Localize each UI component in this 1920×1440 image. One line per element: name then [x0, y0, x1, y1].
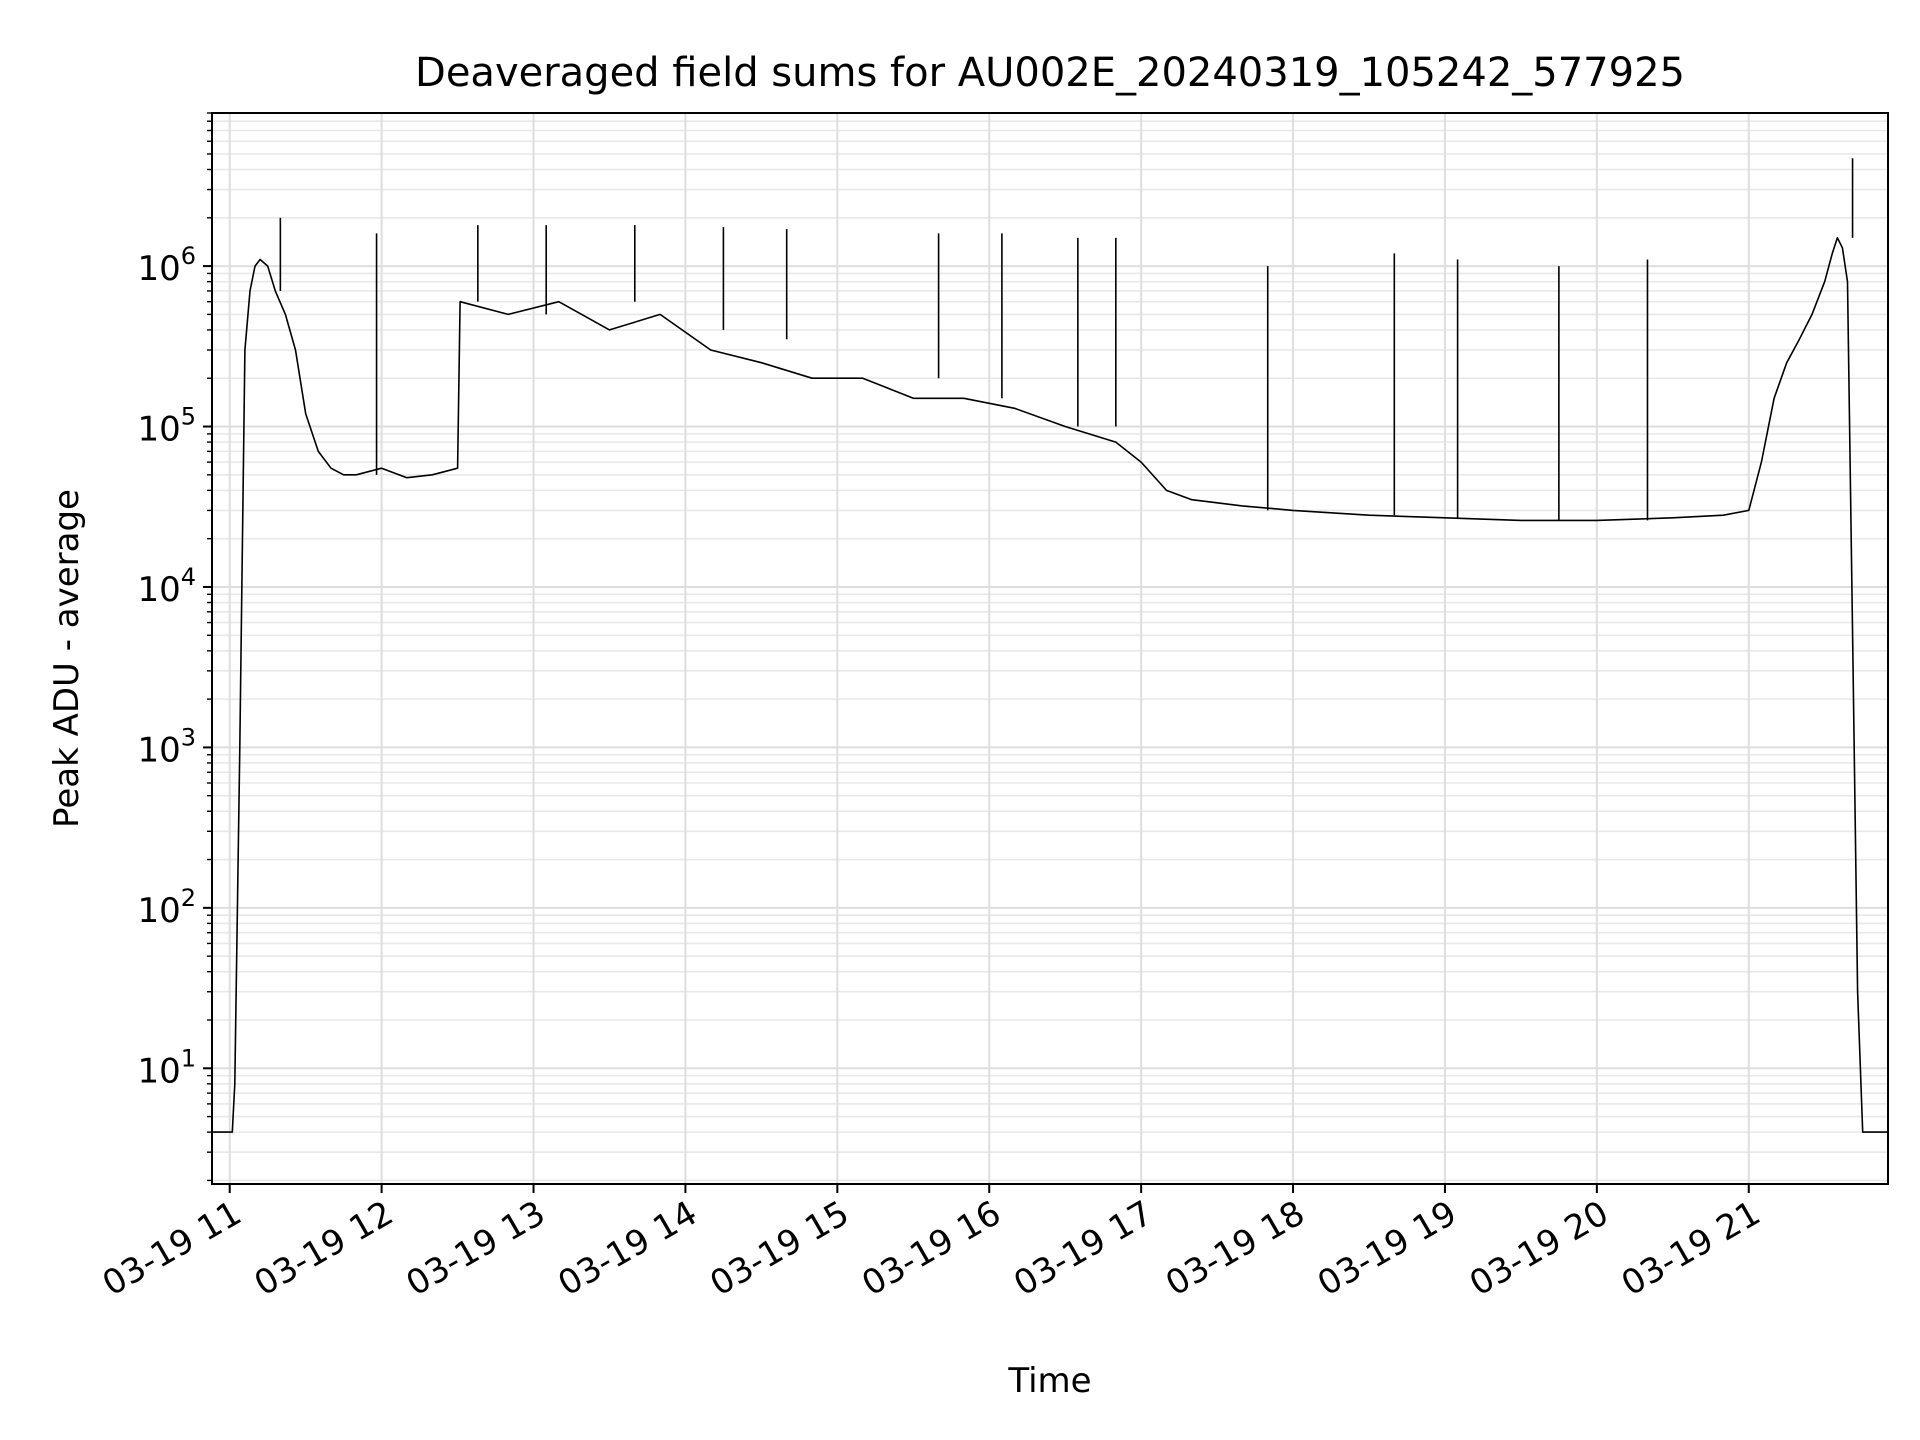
y-tick-exponent: 6	[181, 242, 196, 270]
x-tick-label: 03-19 11	[96, 1193, 248, 1304]
x-tick-label: 03-19 19	[1311, 1193, 1463, 1304]
x-axis-label: Time	[1007, 1361, 1091, 1401]
y-tick-label: 102	[137, 884, 196, 931]
y-tick-label: 106	[137, 242, 196, 289]
x-tick-label: 03-19 12	[248, 1193, 400, 1304]
y-tick-exponent: 1	[181, 1044, 196, 1072]
y-tick-exponent: 5	[181, 403, 196, 431]
y-tick-exponent: 4	[181, 563, 196, 591]
x-tick-label: 03-19 13	[400, 1193, 552, 1304]
y-tick-label: 103	[137, 723, 196, 770]
x-tick-label: 03-19 16	[855, 1193, 1007, 1304]
y-axis-label: Peak ADU - average	[47, 489, 87, 828]
plot-area	[212, 158, 1888, 1133]
x-tick-label: 03-19 14	[552, 1193, 704, 1304]
x-tick-label: 03-19 18	[1159, 1193, 1311, 1304]
y-tick-exponent: 2	[181, 884, 196, 912]
chart-title: Deaveraged field sums for AU002E_2024031…	[415, 50, 1685, 96]
x-tick-label: 03-19 17	[1007, 1193, 1159, 1304]
y-tick-label: 105	[137, 403, 196, 450]
x-tick-label: 03-19 20	[1463, 1193, 1615, 1304]
y-tick-label: 104	[137, 563, 196, 610]
y-tick-exponent: 3	[181, 723, 196, 751]
grid	[212, 112, 1888, 1184]
x-tick-label: 03-19 21	[1615, 1193, 1767, 1304]
x-tick-label: 03-19 15	[703, 1193, 855, 1304]
series-line	[212, 237, 1888, 1133]
y-tick-label: 101	[137, 1044, 196, 1091]
axes-frame	[211, 112, 1889, 1185]
